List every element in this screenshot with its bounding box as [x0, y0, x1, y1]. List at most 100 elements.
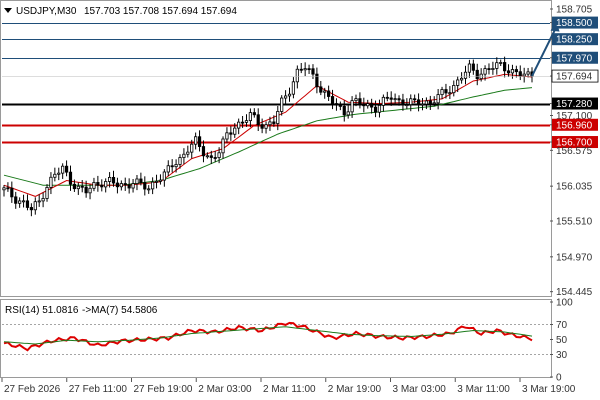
- candle[interactable]: [76, 182, 80, 195]
- candle[interactable]: [96, 175, 100, 192]
- candle[interactable]: [14, 191, 18, 209]
- candle[interactable]: [432, 96, 436, 107]
- candle[interactable]: [256, 108, 260, 132]
- candle[interactable]: [154, 174, 159, 189]
- candle[interactable]: [307, 64, 311, 74]
- candle[interactable]: [385, 91, 389, 102]
- candle[interactable]: [393, 93, 397, 104]
- candle[interactable]: [64, 160, 69, 177]
- candle[interactable]: [268, 116, 272, 131]
- candle[interactable]: [495, 57, 499, 75]
- candle[interactable]: [174, 159, 178, 173]
- candle[interactable]: [409, 94, 413, 112]
- candle[interactable]: [252, 108, 256, 118]
- candle[interactable]: [127, 178, 131, 194]
- candle[interactable]: [119, 180, 123, 191]
- candle[interactable]: [237, 118, 241, 135]
- candle[interactable]: [92, 177, 96, 192]
- candle[interactable]: [444, 83, 448, 99]
- candle[interactable]: [84, 180, 88, 198]
- candle[interactable]: [413, 94, 417, 104]
- candle[interactable]: [467, 59, 472, 78]
- candle[interactable]: [323, 87, 327, 99]
- candle[interactable]: [57, 167, 61, 181]
- candle[interactable]: [487, 63, 491, 75]
- candle[interactable]: [61, 163, 65, 179]
- candle[interactable]: [18, 197, 22, 208]
- candle[interactable]: [327, 85, 331, 101]
- candle[interactable]: [377, 99, 382, 118]
- candle[interactable]: [131, 179, 135, 193]
- candle[interactable]: [229, 126, 233, 141]
- candle[interactable]: [221, 136, 225, 159]
- candle[interactable]: [330, 89, 335, 110]
- candle[interactable]: [45, 184, 49, 202]
- candle[interactable]: [182, 148, 186, 165]
- candle[interactable]: [225, 127, 229, 143]
- candle[interactable]: [389, 91, 393, 106]
- candle[interactable]: [459, 72, 464, 84]
- candle[interactable]: [499, 59, 503, 67]
- candle[interactable]: [41, 192, 45, 208]
- candle[interactable]: [108, 172, 112, 188]
- candle[interactable]: [10, 181, 14, 203]
- candle[interactable]: [260, 118, 264, 134]
- candle[interactable]: [233, 123, 237, 138]
- candle[interactable]: [205, 152, 209, 159]
- candle[interactable]: [143, 176, 147, 196]
- candle[interactable]: [358, 92, 362, 109]
- candle[interactable]: [170, 159, 174, 173]
- candle[interactable]: [147, 185, 151, 194]
- candle[interactable]: [448, 86, 452, 100]
- candle[interactable]: [21, 194, 26, 208]
- candle[interactable]: [342, 100, 346, 122]
- candle[interactable]: [264, 121, 268, 134]
- candle[interactable]: [319, 80, 323, 96]
- candle[interactable]: [209, 150, 213, 165]
- candle[interactable]: [276, 105, 280, 131]
- candle[interactable]: [456, 76, 460, 93]
- candle[interactable]: [295, 65, 299, 89]
- candle[interactable]: [217, 147, 221, 164]
- candle[interactable]: [72, 179, 76, 192]
- candle[interactable]: [100, 179, 104, 192]
- candle[interactable]: [401, 93, 405, 111]
- candle[interactable]: [416, 93, 421, 112]
- candle[interactable]: [471, 59, 475, 75]
- candle[interactable]: [420, 98, 425, 111]
- candle[interactable]: [139, 172, 143, 186]
- candle[interactable]: [88, 184, 92, 200]
- candle[interactable]: [135, 175, 139, 191]
- candle[interactable]: [53, 167, 57, 182]
- candle[interactable]: [33, 197, 37, 215]
- candle[interactable]: [452, 80, 456, 97]
- candle[interactable]: [350, 96, 354, 118]
- candle[interactable]: [483, 65, 487, 81]
- candle[interactable]: [197, 130, 202, 152]
- candle[interactable]: [440, 86, 444, 100]
- collapse-triangle-icon[interactable]: [4, 8, 12, 13]
- candle[interactable]: [346, 105, 350, 119]
- candle[interactable]: [104, 178, 108, 193]
- candle[interactable]: [291, 77, 296, 99]
- candle[interactable]: [299, 62, 303, 74]
- candle[interactable]: [49, 172, 53, 195]
- candle[interactable]: [115, 177, 120, 194]
- candle[interactable]: [370, 98, 374, 114]
- candle[interactable]: [424, 97, 429, 110]
- candle[interactable]: [194, 132, 198, 150]
- candle[interactable]: [80, 180, 84, 193]
- candle[interactable]: [518, 65, 522, 81]
- candle[interactable]: [213, 150, 217, 163]
- candle[interactable]: [37, 194, 41, 207]
- candle[interactable]: [240, 115, 245, 128]
- candle[interactable]: [6, 182, 10, 192]
- candle[interactable]: [178, 154, 182, 169]
- candle[interactable]: [362, 97, 366, 113]
- candle[interactable]: [428, 95, 432, 110]
- candle[interactable]: [158, 174, 163, 185]
- candle[interactable]: [272, 115, 276, 127]
- candle[interactable]: [186, 145, 190, 158]
- candle[interactable]: [162, 169, 166, 187]
- candle[interactable]: [151, 177, 155, 195]
